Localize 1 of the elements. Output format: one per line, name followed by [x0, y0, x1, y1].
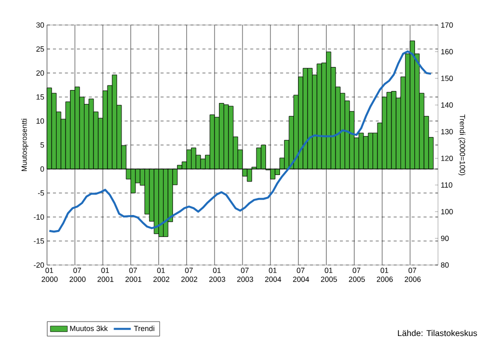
text: Lähde: Tilastokeskus — [398, 330, 477, 336]
